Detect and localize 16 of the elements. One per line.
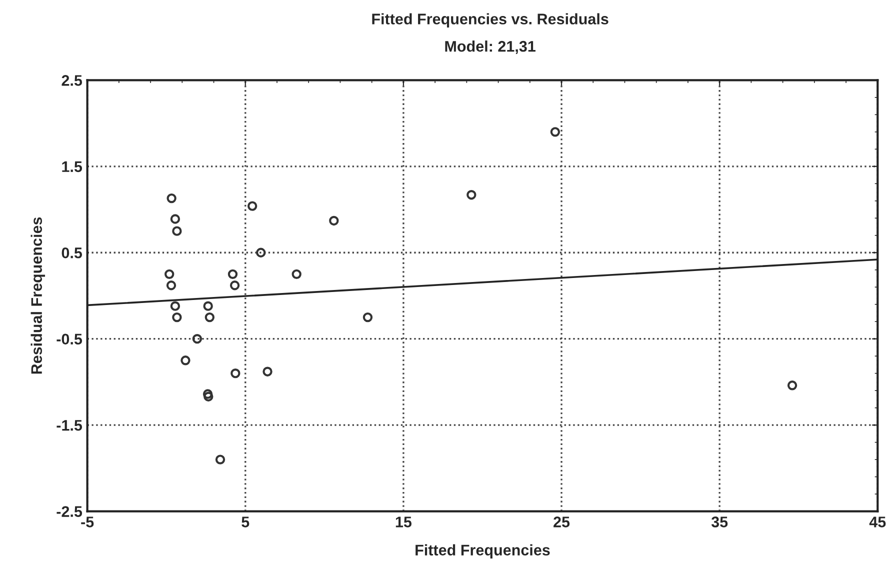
x-tick-label: 45 bbox=[869, 516, 886, 528]
y-axis-title: Residual Frequencies bbox=[30, 217, 46, 374]
y-tick-label: -0.5 bbox=[56, 334, 82, 345]
y-tick-label: -1.5 bbox=[56, 420, 82, 431]
x-tick-label: 5 bbox=[242, 516, 250, 528]
y-tick-label: 2.5 bbox=[62, 75, 82, 86]
y-tick-label: 0.5 bbox=[62, 247, 82, 258]
chart-subtitle: Model: 21,31 bbox=[445, 40, 536, 54]
x-tick-label: 15 bbox=[396, 516, 412, 528]
y-tick-label: 1.5 bbox=[62, 161, 82, 172]
y-tick-label: -2.5 bbox=[56, 506, 82, 517]
x-tick-label: 25 bbox=[554, 516, 570, 528]
x-tick-label: -5 bbox=[81, 516, 94, 528]
x-axis-title: Fitted Frequencies bbox=[416, 544, 550, 559]
chart-title: Fitted Frequencies vs. Residuals bbox=[372, 13, 608, 28]
x-tick-label: 35 bbox=[711, 516, 728, 528]
